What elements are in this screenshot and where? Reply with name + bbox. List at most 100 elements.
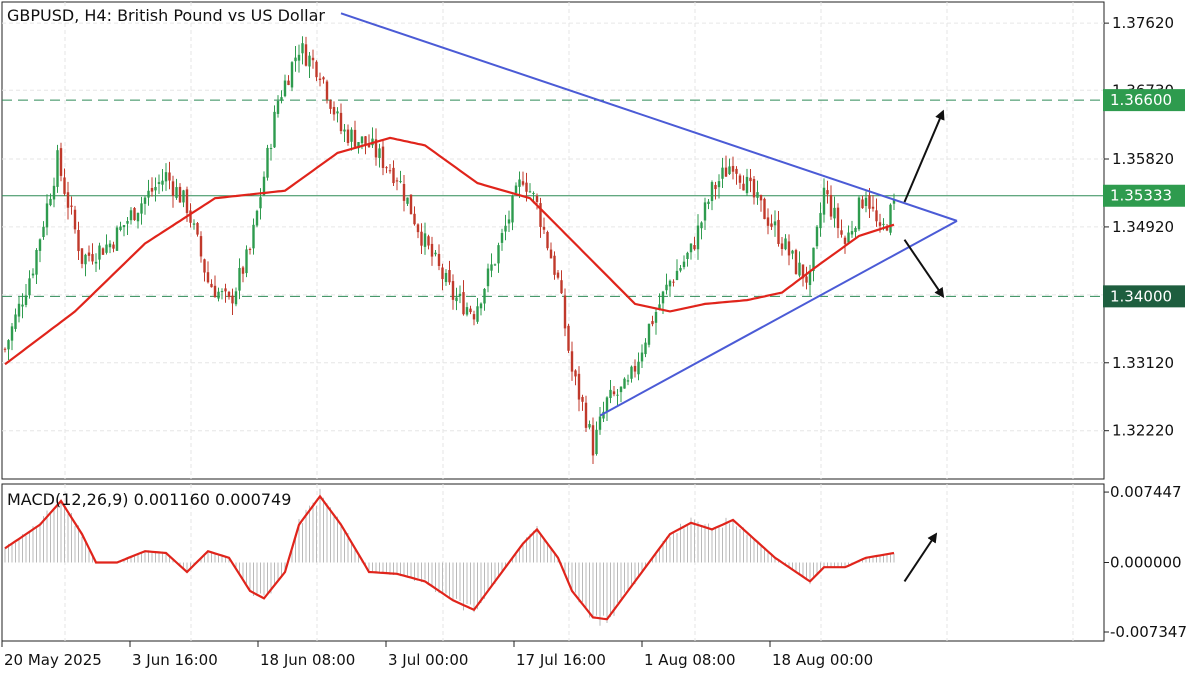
- candle-body: [262, 176, 266, 196]
- candle-body: [126, 221, 129, 224]
- candle-body: [581, 396, 584, 402]
- candle-body: [283, 80, 287, 97]
- candle-body: [882, 223, 885, 225]
- candle-body: [476, 306, 479, 322]
- trendline-lower[interactable]: [599, 219, 958, 417]
- candle-body: [815, 226, 819, 247]
- candle-body: [738, 175, 742, 183]
- candle-body: [479, 303, 483, 309]
- candle-body: [63, 177, 66, 194]
- y-tick-label: 1.34920: [1112, 218, 1174, 236]
- candle-body: [294, 57, 297, 62]
- macd-label: MACD(12,26,9) 0.001160 0.000749: [7, 490, 291, 509]
- breakout-arrows: [903, 109, 945, 299]
- candle-body: [374, 139, 378, 158]
- candle-body: [343, 129, 346, 132]
- candle-body: [493, 264, 497, 266]
- candle-body: [301, 43, 304, 54]
- candle-body: [136, 212, 140, 222]
- candle-body: [406, 197, 409, 204]
- candle-body: [542, 226, 546, 230]
- candle-body: [206, 272, 210, 283]
- candle-body: [525, 182, 528, 192]
- candle-body: [619, 386, 623, 393]
- candle-body: [626, 380, 630, 382]
- candle-body: [189, 210, 192, 223]
- candle-body: [847, 232, 850, 243]
- candle-body: [892, 199, 896, 204]
- candle-body: [224, 288, 227, 292]
- candle-body: [630, 366, 633, 379]
- candle-body: [231, 295, 234, 304]
- candle-body: [889, 204, 892, 233]
- candle-body: [385, 167, 388, 169]
- candle-body: [766, 217, 770, 226]
- candle-body: [77, 229, 80, 252]
- candle-body: [395, 180, 399, 182]
- candle-body: [854, 227, 857, 233]
- candle-body: [28, 278, 31, 296]
- candle-body: [707, 201, 710, 205]
- arrow-up-icon: [903, 532, 938, 582]
- price-tag: [1103, 184, 1185, 207]
- candle-body: [633, 365, 637, 372]
- candle-body: [745, 176, 749, 194]
- x-tick-label: 3 Jun 16:00: [132, 651, 218, 669]
- candle-body: [357, 142, 360, 149]
- candle-body: [199, 236, 203, 257]
- candle-body: [885, 226, 889, 231]
- trendline-upper[interactable]: [340, 12, 958, 222]
- candle-body: [763, 198, 766, 220]
- candle-body: [661, 291, 665, 304]
- candle-body: [108, 243, 112, 248]
- candle-body: [444, 272, 448, 283]
- candle-body: [483, 288, 486, 304]
- candle-body: [42, 226, 45, 238]
- candle-body: [693, 245, 696, 250]
- candle-body: [595, 429, 598, 455]
- candle-body: [612, 391, 616, 395]
- candle-body: [570, 351, 574, 372]
- candle-body: [850, 231, 854, 235]
- arrow-down-icon: [903, 239, 945, 299]
- candle-body: [52, 185, 56, 200]
- candle-body: [486, 268, 490, 287]
- candle-body: [805, 276, 808, 283]
- candle-body: [10, 326, 14, 341]
- candle-body: [451, 281, 455, 300]
- candle-body: [311, 57, 315, 61]
- candle-body: [91, 254, 94, 262]
- candle-body: [171, 181, 175, 196]
- candle-body: [780, 243, 784, 250]
- candle-body: [297, 54, 301, 61]
- candle-body: [507, 219, 511, 224]
- candle-body: [252, 224, 255, 249]
- candle-body: [801, 264, 805, 279]
- candle-body: [416, 224, 420, 233]
- time-axis[interactable]: 20 May 2025 3 Jun 16:00 18 Jun 08:00 3 Jul …: [1, 641, 873, 669]
- price-axis[interactable]: 1.376201.367301.358201.349201.331201.322…: [1104, 14, 1174, 440]
- candle-body: [133, 208, 136, 221]
- candle-body: [378, 148, 381, 158]
- candle-body: [546, 231, 549, 249]
- candle-body: [675, 270, 679, 281]
- candle-body: [535, 195, 539, 202]
- x-tick-label: 3 Jul 00:00: [388, 651, 468, 669]
- candle-body: [836, 207, 840, 229]
- candle-body: [35, 250, 38, 275]
- candle-body: [794, 250, 798, 274]
- candle-body: [623, 378, 626, 389]
- candle-body: [427, 236, 430, 246]
- candle-body: [413, 213, 416, 225]
- candle-body: [598, 416, 602, 430]
- candle-body: [70, 205, 73, 207]
- candle-body: [654, 311, 658, 323]
- macd-axis[interactable]: 0.007447 0.000000 -0.007347: [1104, 483, 1187, 641]
- candle-body: [875, 210, 878, 222]
- candle-body: [553, 255, 556, 275]
- candle-body: [227, 291, 231, 298]
- candle-body: [504, 225, 507, 232]
- candle-body: [168, 172, 171, 181]
- candle-body: [441, 267, 444, 280]
- candle-body: [392, 167, 395, 184]
